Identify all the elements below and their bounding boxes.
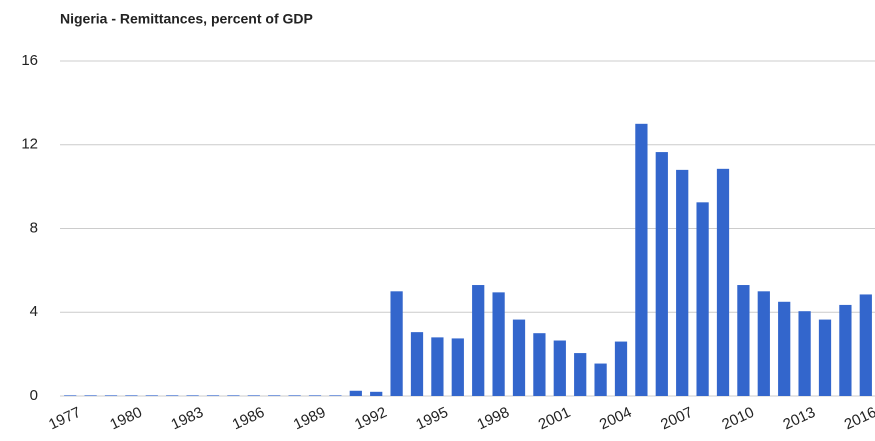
x-tick-label: 1986 [230, 404, 267, 434]
y-tick-label: 12 [21, 136, 38, 153]
bar [635, 123, 648, 396]
y-tick-label: 0 [30, 387, 38, 404]
bar [145, 395, 158, 396]
bar [757, 291, 770, 396]
bar [64, 395, 77, 396]
y-tick-label: 4 [30, 303, 38, 320]
bar [818, 319, 832, 396]
x-tick-label: 2004 [597, 404, 634, 434]
bar [594, 363, 607, 396]
x-tick-label: 2013 [781, 404, 818, 434]
bar [410, 332, 424, 396]
bar [329, 395, 342, 396]
bar [512, 319, 526, 396]
chart-title: Nigeria - Remittances, percent of GDP [60, 11, 313, 27]
x-tick-label: 1998 [475, 404, 512, 434]
x-tick-label: 2010 [719, 404, 756, 434]
bar [492, 292, 505, 396]
bar [798, 311, 811, 396]
bar [737, 285, 750, 396]
bar [227, 395, 240, 396]
bar [614, 341, 628, 396]
y-tick-label: 16 [21, 52, 38, 69]
bar [390, 291, 403, 396]
bar [206, 395, 220, 396]
bar [288, 395, 301, 396]
bar [125, 395, 138, 396]
bar [696, 202, 709, 396]
x-tick-label: 1989 [291, 404, 328, 434]
bar [778, 301, 791, 396]
bar [308, 395, 322, 396]
bar [553, 340, 566, 396]
bar [451, 338, 464, 396]
bar [186, 395, 199, 396]
bar [370, 391, 383, 396]
bar [533, 333, 546, 396]
bar [839, 304, 852, 396]
bar [84, 395, 97, 396]
bar [247, 395, 260, 396]
bar [472, 285, 485, 396]
bar [859, 294, 872, 396]
bar [268, 395, 281, 396]
x-tick-label: 1980 [107, 404, 144, 434]
bar [574, 353, 587, 396]
bar [431, 337, 444, 396]
x-tick-label: 1983 [169, 404, 206, 434]
bar [166, 395, 179, 396]
x-tick-label: 1995 [413, 404, 450, 434]
bar [104, 395, 118, 396]
bar [676, 169, 689, 396]
x-tick-label: 1977 [46, 404, 83, 434]
x-tick-label: 1992 [352, 404, 389, 434]
bar [349, 390, 362, 396]
x-tick-label: 2016 [842, 404, 875, 434]
y-tick-label: 8 [30, 219, 38, 236]
x-tick-label: 2007 [658, 404, 695, 434]
bar [655, 152, 668, 396]
x-tick-label: 2001 [536, 404, 573, 434]
bar [716, 168, 730, 396]
